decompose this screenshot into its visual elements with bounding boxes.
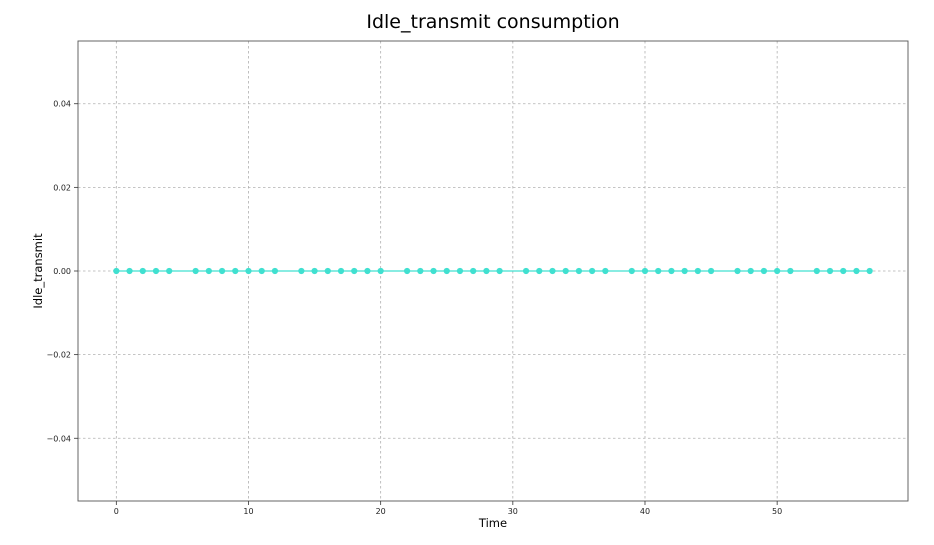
data-point	[470, 267, 477, 275]
data-point	[205, 267, 212, 275]
y-tick-label: −0.04	[46, 434, 71, 443]
x-tick-label: 20	[376, 507, 386, 516]
data-point	[258, 267, 265, 275]
data-point	[245, 267, 252, 275]
data-point	[575, 267, 583, 275]
data-point	[456, 267, 464, 275]
y-tick-label: −0.02	[46, 351, 71, 360]
data-point	[602, 267, 609, 275]
data-point	[522, 267, 530, 275]
data-point	[192, 267, 199, 275]
data-point	[232, 267, 239, 275]
data-point	[403, 267, 411, 275]
y-tick-label: 0.00	[53, 267, 71, 276]
data-point	[351, 267, 358, 275]
y-tick-label: 0.04	[53, 100, 71, 109]
data-point	[126, 267, 133, 275]
data-point	[694, 267, 701, 275]
data-point	[747, 267, 754, 275]
data-point	[311, 267, 318, 275]
data-point	[681, 267, 688, 275]
data-point	[774, 267, 781, 275]
data-point	[298, 267, 305, 275]
x-tick-label: 0	[114, 507, 119, 516]
x-axis-title: Time	[478, 516, 507, 530]
data-point	[166, 267, 173, 275]
axis-ticks: 0 10 20 30 40 50 0.04 0.02 0.00 −0.02 −0.04	[46, 100, 782, 516]
data-point	[364, 267, 371, 275]
x-tick-label: 30	[508, 507, 518, 516]
data-point	[628, 267, 635, 275]
data-point	[562, 267, 569, 275]
data-point	[218, 267, 226, 275]
data-point	[152, 267, 160, 275]
data-point	[337, 267, 345, 275]
data-point	[113, 267, 120, 275]
x-tick-label: 10	[243, 507, 253, 516]
y-tick-label: 0.02	[53, 183, 71, 192]
data-point	[826, 267, 834, 275]
data-point	[483, 267, 490, 275]
data-point	[443, 267, 450, 275]
x-tick-label: 40	[640, 507, 650, 516]
data-point	[496, 267, 503, 275]
data-point	[549, 267, 556, 275]
data-point	[271, 267, 279, 275]
data-point	[668, 267, 675, 275]
data-point	[655, 267, 662, 275]
data-point	[813, 267, 820, 275]
data-point	[840, 267, 847, 275]
data-point	[707, 267, 715, 275]
chart-title: Idle_transmit consumption	[366, 11, 619, 33]
data-point	[324, 267, 331, 275]
data-point	[734, 267, 741, 275]
data-point	[417, 267, 424, 275]
x-tick-label: 50	[772, 507, 782, 516]
data-point	[377, 267, 384, 275]
data-series	[113, 267, 873, 275]
y-axis-title: Idle_transmit	[31, 233, 45, 309]
data-point	[787, 267, 794, 275]
data-point	[536, 267, 543, 275]
data-point	[430, 267, 437, 275]
data-point	[853, 267, 860, 275]
data-point	[589, 267, 596, 275]
data-point	[641, 267, 649, 275]
data-point	[866, 267, 873, 275]
data-point	[760, 267, 768, 275]
data-point	[139, 267, 146, 275]
